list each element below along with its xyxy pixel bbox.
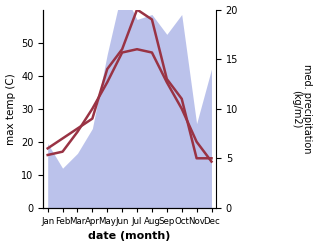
Y-axis label: max temp (C): max temp (C) [5,73,16,144]
X-axis label: date (month): date (month) [88,231,171,242]
Y-axis label: med. precipitation
(kg/m2): med. precipitation (kg/m2) [291,64,313,153]
